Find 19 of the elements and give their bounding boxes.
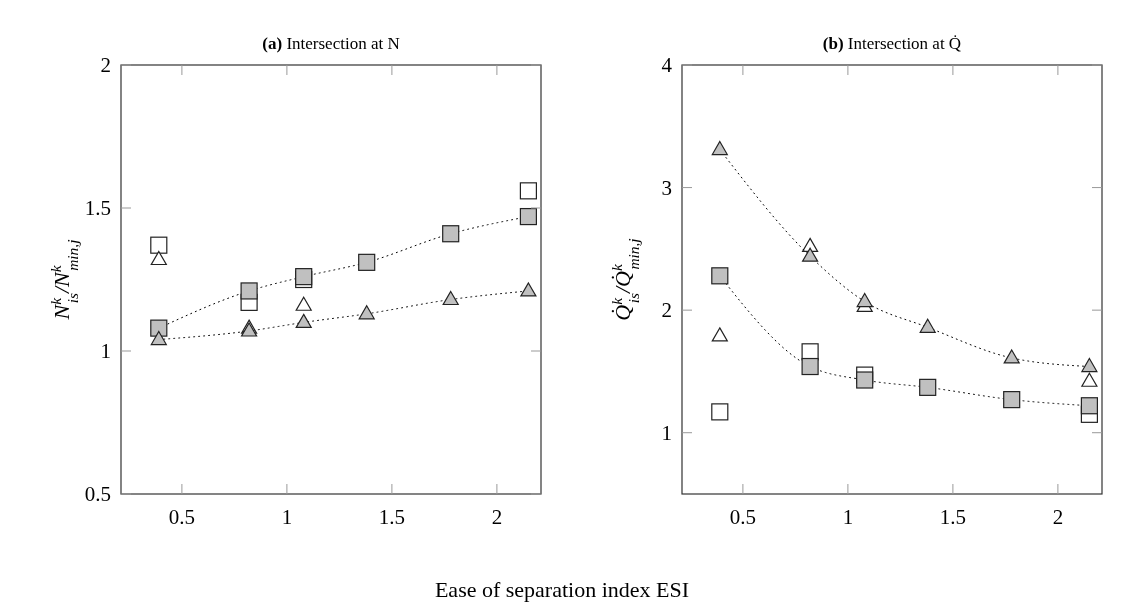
chart-title: (b) Intersection at Q̇ — [822, 34, 962, 53]
y-tick-label: 2 — [100, 53, 111, 77]
y-tick-label: 1 — [100, 339, 111, 363]
x-tick-label: 2 — [1052, 505, 1064, 529]
y-tick-label: 3 — [661, 175, 672, 200]
chart-title: (a) Intersection at N — [262, 34, 400, 53]
x-tick-label: 0.5 — [168, 505, 196, 529]
x-tick-label: 1.5 — [378, 505, 406, 529]
x-tick-label: 1.5 — [939, 505, 967, 529]
y-tick-label: 4 — [661, 53, 673, 77]
y-tick-label: 1 — [661, 420, 672, 445]
y-tick-label: 1.5 — [84, 196, 111, 220]
x-tick-label: 1 — [842, 505, 854, 529]
y-tick-label: 0.5 — [84, 482, 111, 506]
x-tick-label: 2 — [491, 505, 503, 529]
x-tick-label: 0.5 — [729, 505, 757, 529]
x-tick-label: 1 — [281, 505, 293, 529]
y-tick-label: 2 — [661, 298, 672, 323]
x-axis-title: Ease of separation index ESI — [434, 577, 690, 602]
